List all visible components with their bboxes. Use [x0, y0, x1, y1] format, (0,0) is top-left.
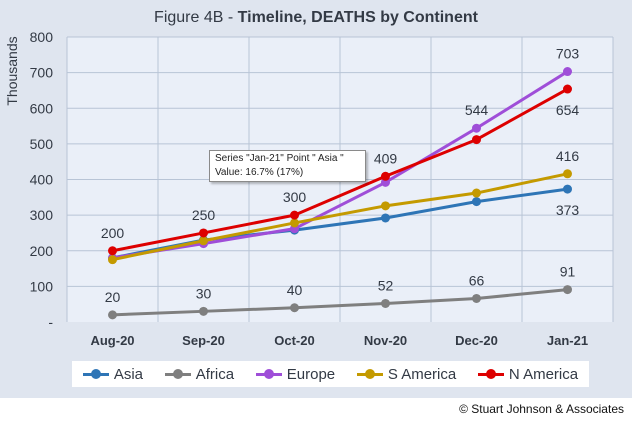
data-label: 66 — [469, 272, 485, 288]
y-tick-label: 700 — [30, 65, 54, 81]
data-label: 544 — [465, 102, 489, 118]
x-axis-ticks: Aug-20 Sep-20 Oct-20 Nov-20 Dec-20 Jan-21 — [90, 333, 588, 348]
data-point-europe — [472, 123, 481, 133]
tooltip-line-value: Value: 16.7% (17%) — [215, 167, 304, 178]
data-point-africa — [563, 285, 572, 295]
data-point-s-america — [472, 188, 481, 198]
x-tick-label: Aug-20 — [90, 333, 134, 348]
data-label: 250 — [192, 207, 216, 223]
legend-label-s-america: S America — [387, 365, 457, 383]
data-point-s-america — [563, 169, 572, 179]
data-label: 91 — [560, 264, 576, 280]
data-label: 20 — [105, 289, 121, 305]
data-label: 200 — [101, 225, 125, 241]
data-point-n-america — [563, 84, 572, 94]
y-tick-label: 600 — [30, 100, 54, 116]
y-tick-label: 100 — [30, 278, 54, 294]
tooltip-line-series: Series "Jan-21" Point " Asia " — [215, 153, 344, 164]
chart-title-prefix: Figure 4B - — [154, 9, 238, 26]
data-label: 654 — [556, 102, 580, 118]
x-tick-label: Oct-20 — [274, 333, 314, 348]
series-line-n-america — [112, 87, 569, 253]
data-point-africa — [472, 293, 481, 303]
data-point-s-america — [381, 201, 390, 211]
legend-swatch-n-america — [477, 368, 504, 380]
legend-item-s-america: S America — [356, 365, 457, 383]
data-labels: 200 250 300 409 544 703 654 416 373 20 30 40 52 66 91 — [101, 46, 580, 305]
chart-title-main: Timeline, DEATHS by Continent — [237, 9, 478, 26]
chart-title: Figure 4B - Timeline, DEATHS by Continen… — [0, 9, 632, 27]
data-point-n-america — [199, 228, 208, 238]
legend-item-africa: Africa — [164, 365, 235, 383]
x-tick-label: Jan-21 — [547, 333, 588, 348]
data-point-africa — [290, 303, 299, 313]
legend-swatch-s-america — [356, 368, 383, 380]
series-line-africa — [112, 288, 568, 317]
data-point-asia — [472, 197, 481, 207]
y-axis-label: Thousands — [4, 36, 20, 105]
series-line-s-america — [112, 172, 568, 262]
y-axis-ticks: - 100 200 300 400 500 600 700 800 — [30, 29, 54, 330]
data-point-africa — [381, 298, 390, 308]
data-point-asia — [381, 213, 390, 223]
copyright-notice: © Stuart Johnson & Associates — [459, 402, 624, 416]
data-label: 416 — [556, 148, 580, 164]
x-tick-label: Sep-20 — [182, 333, 225, 348]
x-tick-label: Dec-20 — [455, 333, 498, 348]
data-label: 409 — [374, 150, 398, 166]
data-point-europe — [563, 67, 572, 77]
data-point-s-america — [108, 255, 117, 265]
data-point-n-america — [108, 246, 117, 256]
series-lines — [108, 67, 572, 320]
series-line-europe — [112, 70, 569, 260]
data-label: 30 — [196, 285, 212, 301]
legend-label-asia: Asia — [113, 365, 144, 383]
data-label: 373 — [556, 202, 580, 218]
data-point-africa — [199, 306, 208, 316]
data-point-s-america — [199, 236, 208, 246]
legend-item-europe: Europe — [255, 365, 336, 383]
legend-label-africa: Africa — [195, 365, 235, 383]
data-point-s-america — [290, 218, 299, 228]
y-tick-label: 800 — [30, 29, 54, 45]
data-label: 300 — [283, 189, 307, 205]
data-label: 703 — [556, 46, 580, 62]
data-point-n-america — [381, 171, 390, 181]
data-point-asia — [563, 184, 572, 194]
data-point-africa — [108, 310, 117, 320]
data-label: 40 — [287, 282, 303, 298]
legend-label-n-america: N America — [508, 365, 579, 383]
data-label: 52 — [378, 277, 394, 293]
y-tick-label: - — [48, 314, 53, 330]
legend-item-asia: Asia — [82, 365, 144, 383]
legend-swatch-asia — [82, 368, 109, 380]
data-point-n-america — [290, 210, 299, 220]
y-tick-label: 400 — [30, 172, 54, 188]
legend-swatch-europe — [255, 368, 282, 380]
y-tick-label: 200 — [30, 243, 54, 259]
y-tick-label: 300 — [30, 207, 54, 223]
data-point-n-america — [472, 135, 481, 145]
legend-swatch-africa — [164, 368, 191, 380]
data-point-tooltip: Series "Jan-21" Point " Asia " Value: 16… — [209, 150, 366, 182]
x-tick-label: Nov-20 — [364, 333, 407, 348]
legend-item-n-america: N America — [477, 365, 579, 383]
legend-label-europe: Europe — [286, 365, 336, 383]
y-tick-label: 500 — [30, 136, 54, 152]
line-chart: - 100 200 300 400 500 600 700 800 Aug-20 Sep-20 Oc… — [4, 29, 614, 348]
legend: Asia Africa Europe S America N America — [72, 361, 589, 387]
